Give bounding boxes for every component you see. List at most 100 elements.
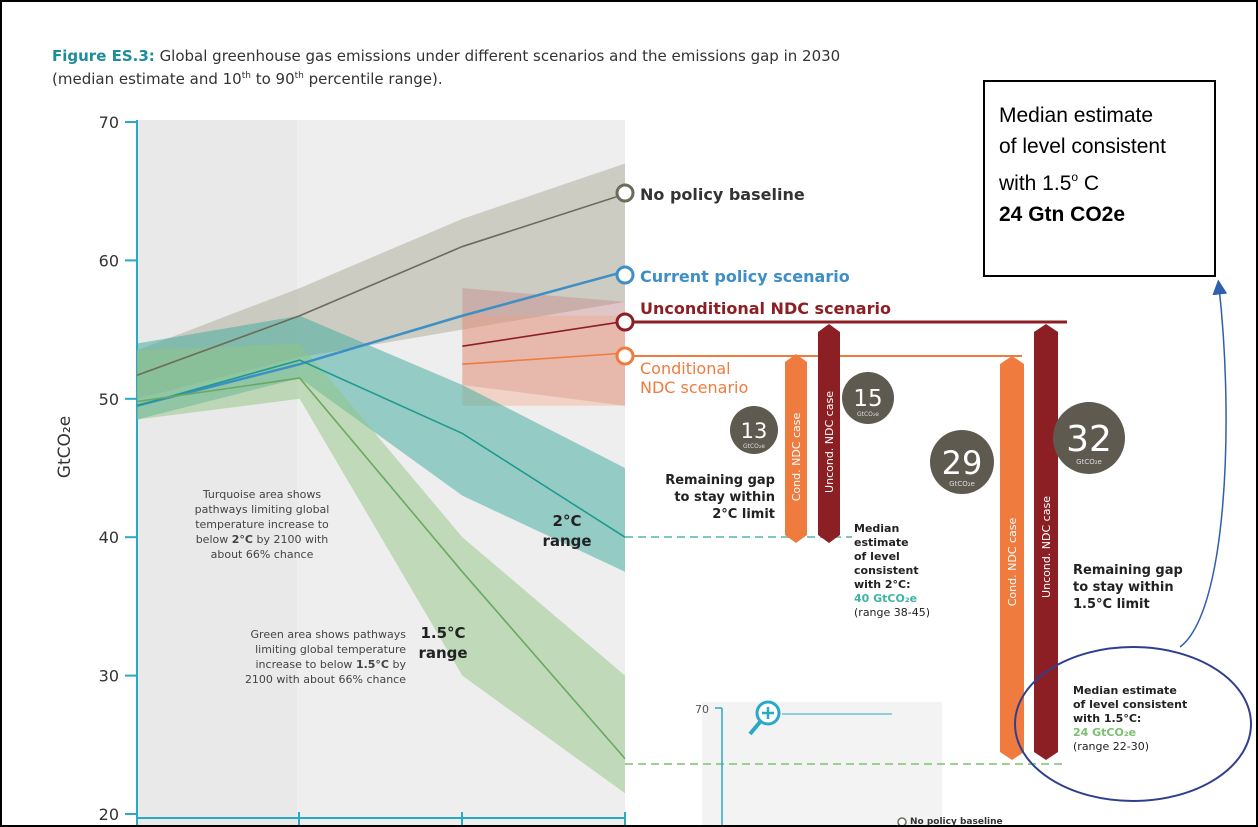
figure-title: Figure ES.3: Global greenhouse gas emiss… — [52, 46, 952, 89]
inset-label: No policy baseline — [910, 817, 1003, 825]
gap-bar-uncond-2c: Uncond. NDC case — [818, 324, 840, 543]
svg-text:24 GtCO₂e: 24 GtCO₂e — [1073, 726, 1136, 739]
y-tick-label: 40 — [99, 528, 119, 547]
label-unconditional: Unconditional NDC scenario — [640, 299, 891, 318]
scenario-medians — [136, 193, 626, 760]
label-conditional-1: Conditional — [640, 359, 731, 378]
svg-text:Turquoise area shows: Turquoise area shows — [202, 488, 322, 501]
y-tick-label: 50 — [99, 390, 119, 409]
highlight-ellipse — [1014, 646, 1252, 802]
unconditional-marker — [615, 312, 635, 332]
no-policy-marker — [615, 183, 635, 203]
range2-label-1: 2°C — [553, 512, 582, 530]
gap-bar-uncond-15c: Uncond. NDC case — [1034, 324, 1058, 760]
svg-text:of level: of level — [854, 550, 900, 563]
conditional-marker — [615, 346, 635, 366]
range15-label-2: range — [418, 644, 467, 662]
svg-text:about 66% chance: about 66% chance — [211, 548, 314, 561]
gap-circle-29: 29 GtCO₂e — [930, 430, 994, 494]
svg-text:to stay within: to stay within — [1073, 580, 1174, 595]
y-axis-label: GtCO₂e — [55, 416, 75, 478]
svg-text:pathways limiting global: pathways limiting global — [195, 503, 330, 516]
callout-line-4: 24 Gtn CO2e — [999, 203, 1126, 226]
svg-text:40 GtCO₂e: 40 GtCO₂e — [854, 592, 917, 605]
median-15c-text: Median estimate of level consistent with… — [1073, 684, 1187, 753]
y-tick-label: 70 — [99, 113, 119, 132]
svg-text:(range 38-45): (range 38-45) — [854, 606, 930, 619]
title-line-2: (median estimate and 10th to 90th percen… — [52, 70, 443, 88]
svg-text:increase to below 1.5°C by: increase to below 1.5°C by — [256, 658, 407, 671]
gap-value: 29 — [942, 444, 983, 482]
svg-text:temperature increase to: temperature increase to — [195, 518, 329, 531]
figure-label: Figure ES.3: — [52, 47, 155, 65]
y-ticks: 20 30 40 50 60 70 — [99, 113, 137, 824]
y-tick-label: 60 — [99, 251, 119, 270]
median-1-5-c-range — [136, 377, 626, 760]
inset-tick-label: 70 — [695, 703, 709, 716]
gap-unit: GtCO₂e — [1076, 458, 1102, 466]
svg-text:2100 with about 66% chance: 2100 with about 66% chance — [245, 673, 406, 686]
y-tick-label: 30 — [99, 667, 119, 686]
band-1-5-c-range — [137, 343, 625, 794]
gap2-text-2: to stay within — [674, 490, 775, 505]
median-2c-text: Median estimate of level consistent with… — [854, 522, 930, 619]
callout-box: Median estimate of level consistent with… — [983, 80, 1216, 277]
gap-bar-label: Uncond. NDC case — [823, 391, 836, 493]
gap-unit: GtCO₂e — [857, 411, 879, 418]
gap-bar-cond-15c: Cond. NDC case — [1000, 356, 1024, 760]
svg-text:with 2°C:: with 2°C: — [854, 578, 910, 591]
gap-unit: GtCO₂e — [949, 480, 975, 488]
gap-bar-label: Cond. NDC case — [1006, 518, 1019, 607]
svg-text:with 1.5°C:: with 1.5°C: — [1073, 712, 1141, 725]
zoom-icon — [748, 700, 781, 736]
gap-bar-label: Uncond. NDC case — [1040, 496, 1053, 598]
gap2-text-3: 2°C limit — [712, 507, 775, 522]
gap-bar-label: Cond. NDC case — [790, 413, 803, 502]
svg-text:Remaining gap: Remaining gap — [1073, 563, 1183, 578]
band-conditional-ndc-scenario — [462, 315, 625, 406]
scenario-bands — [137, 122, 625, 794]
svg-text:1.5°C limit: 1.5°C limit — [1073, 597, 1150, 612]
inset-marker — [897, 817, 907, 825]
svg-text:Median estimate: Median estimate — [1073, 684, 1177, 697]
median-conditional-ndc-scenario — [462, 352, 626, 365]
gap15-text: Remaining gap to stay within 1.5°C limit — [1073, 563, 1183, 612]
title-line-1: Global greenhouse gas emissions under di… — [159, 47, 841, 65]
band-unconditional-ndc-scenario — [462, 288, 625, 406]
gap-value: 15 — [853, 386, 882, 412]
callout-line-2: of level consistent — [999, 135, 1166, 158]
svg-text:(range 22-30): (range 22-30) — [1073, 740, 1149, 753]
median-2-c-range — [136, 359, 626, 538]
turquoise-note: Turquoise area shows pathways limiting g… — [195, 488, 330, 561]
gap2-text-1: Remaining gap — [665, 473, 775, 488]
gap-unit: GtCO₂e — [743, 443, 765, 450]
gap-value: 13 — [741, 419, 768, 443]
gap-bar-cond-2c: Cond. NDC case — [785, 354, 807, 543]
svg-text:limiting global temperature: limiting global temperature — [255, 643, 406, 656]
svg-text:Green area shows pathways: Green area shows pathways — [251, 628, 407, 641]
range15-label-1: 1.5°C — [420, 624, 465, 642]
median-no-policy-baseline — [136, 193, 626, 377]
green-note: Green area shows pathways limiting globa… — [245, 628, 407, 686]
label-current-policy: Current policy scenario — [640, 267, 850, 286]
svg-text:Median: Median — [854, 522, 899, 535]
gap-circle-13: 13 GtCO₂e — [730, 406, 778, 454]
callout-arrow — [1179, 279, 1228, 648]
y-tick-label: 20 — [99, 805, 119, 824]
plot-background-left — [137, 120, 297, 825]
median-current-policy-scenario — [136, 270, 626, 407]
svg-text:of level consistent: of level consistent — [1073, 698, 1187, 711]
gap-circle-32: 32 GtCO₂e — [1053, 402, 1125, 474]
label-conditional-2: NDC scenario — [640, 378, 748, 397]
label-no-policy: No policy baseline — [640, 185, 805, 204]
range2-label-2: range — [542, 532, 591, 550]
svg-text:below 2°C by 2100 with: below 2°C by 2100 with — [196, 533, 329, 546]
callout-line-1: Median estimate — [999, 104, 1154, 127]
callout-line-3: with 1.5o C — [999, 170, 1100, 195]
gap-circle-15: 15 GtCO₂e — [842, 372, 894, 424]
current-policy-marker — [615, 265, 635, 285]
gap-value: 32 — [1066, 419, 1112, 460]
svg-text:estimate: estimate — [854, 536, 909, 549]
